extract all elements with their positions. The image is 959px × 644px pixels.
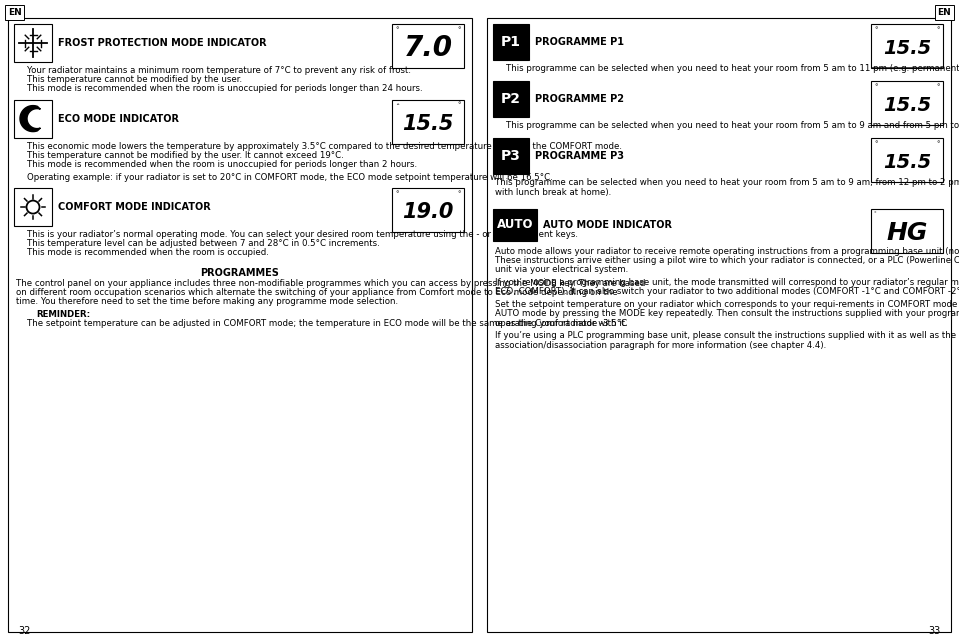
Text: ECO, COMFORT). It can also switch your radiator to two additional modes (COMFORT: ECO, COMFORT). It can also switch your r… (495, 287, 959, 296)
Text: °: ° (457, 191, 461, 197)
Text: unit via your electrical system.: unit via your electrical system. (495, 265, 628, 274)
Text: Your radiator maintains a minimum room temperature of 7°C to prevent any risk of: Your radiator maintains a minimum room t… (16, 66, 411, 75)
Text: 15.5: 15.5 (883, 153, 931, 172)
Text: °: ° (395, 191, 399, 197)
Text: FROST PROTECTION MODE INDICATOR: FROST PROTECTION MODE INDICATOR (58, 38, 267, 48)
Text: This temperature cannot be modified by the user. It cannot exceed 19°C.: This temperature cannot be modified by t… (16, 151, 343, 160)
Text: with lunch break at home).: with lunch break at home). (495, 187, 611, 196)
Text: If you’re using a programming base unit, the mode transmitted will correspond to: If you’re using a programming base unit,… (495, 278, 959, 287)
Text: If you’re using a PLC programming base unit, please consult the instructions sup: If you’re using a PLC programming base u… (495, 332, 959, 341)
Text: Set the setpoint temperature on your radiator which corresponds to your requi-re: Set the setpoint temperature on your rad… (495, 300, 959, 309)
Bar (8, 18, 472, 632)
Text: PROGRAMME P3: PROGRAMME P3 (535, 151, 624, 162)
Text: HG: HG (886, 221, 927, 245)
Text: The setpoint temperature can be adjusted in COMFORT mode; the temperature in ECO: The setpoint temperature can be adjusted… (16, 319, 627, 328)
Text: PROGRAMME P2: PROGRAMME P2 (535, 94, 624, 104)
Text: P1: P1 (501, 35, 521, 49)
Bar (493, 24, 529, 60)
Text: ECO MODE INDICATOR: ECO MODE INDICATOR (58, 113, 179, 124)
Text: °: ° (937, 142, 940, 147)
Text: operating your radiator with it.: operating your radiator with it. (495, 319, 627, 328)
Text: 15.5: 15.5 (883, 96, 931, 115)
Text: This programme can be selected when you need to heat your room from 5 am to 9 am: This programme can be selected when you … (495, 178, 959, 187)
Text: AUTO mode by pressing the MODE key repeatedly. Then consult the instructions sup: AUTO mode by pressing the MODE key repea… (495, 309, 959, 318)
Text: association/disassociation paragraph for more information (see chapter 4.4).: association/disassociation paragraph for… (495, 341, 827, 350)
Text: P2: P2 (501, 92, 521, 106)
Bar (871, 138, 943, 182)
Text: PROGRAMMES: PROGRAMMES (200, 268, 279, 278)
Text: time. You therefore need to set the time before making any programme mode select: time. You therefore need to set the time… (16, 297, 398, 306)
Text: °: ° (937, 84, 940, 90)
Bar (392, 100, 464, 144)
Text: PROGRAMME P1: PROGRAMME P1 (535, 37, 624, 47)
Text: This programme can be selected when you need to heat your room from 5 am to 9 am: This programme can be selected when you … (495, 121, 959, 130)
Text: Auto mode allows your radiator to receive remote operating instructions from a p: Auto mode allows your radiator to receiv… (495, 247, 959, 256)
Text: °: ° (874, 212, 877, 217)
Bar (493, 209, 537, 241)
Text: EN: EN (8, 8, 22, 17)
Text: on different room occupation scenarios which alternate the switching of your app: on different room occupation scenarios w… (16, 288, 618, 297)
Text: The control panel on your appliance includes three non-modifiable programmes whi: The control panel on your appliance incl… (16, 279, 645, 288)
Bar (392, 188, 464, 232)
Bar (871, 24, 943, 68)
Text: 19.0: 19.0 (403, 202, 454, 222)
Text: 7.0: 7.0 (404, 34, 453, 62)
Text: This mode is recommended when the room is unoccupied for periods longer than 24 : This mode is recommended when the room i… (16, 84, 423, 93)
Text: 15.5: 15.5 (403, 113, 454, 133)
Text: This is your radiator’s normal operating mode. You can select your desired room : This is your radiator’s normal operating… (16, 230, 578, 239)
Text: 32: 32 (18, 626, 31, 636)
Text: AUTO: AUTO (497, 218, 533, 231)
Text: This programme can be selected when you need to heat your room from 5 am to 11 p: This programme can be selected when you … (495, 64, 959, 73)
Text: °: ° (874, 84, 877, 90)
Text: This mode is recommended when the room is occupied.: This mode is recommended when the room i… (16, 249, 269, 258)
Text: °: ° (395, 27, 399, 33)
Text: °: ° (937, 27, 940, 33)
Text: COMFORT MODE INDICATOR: COMFORT MODE INDICATOR (58, 202, 211, 212)
Text: °: ° (874, 27, 877, 33)
Text: °: ° (457, 27, 461, 33)
Text: This temperature cannot be modified by the user.: This temperature cannot be modified by t… (16, 75, 242, 84)
Text: REMINDER:: REMINDER: (36, 310, 90, 319)
Text: 33: 33 (928, 626, 941, 636)
Bar (14, 24, 52, 62)
Bar (493, 138, 529, 175)
Text: AUTO MODE INDICATOR: AUTO MODE INDICATOR (543, 220, 672, 230)
Bar (871, 209, 943, 253)
Text: ˆ: ˆ (395, 104, 399, 113)
Text: EN: EN (937, 8, 951, 17)
Bar (14, 100, 52, 138)
Text: These instructions arrive either using a pilot wire to which your radiator is co: These instructions arrive either using a… (495, 256, 959, 265)
Text: °: ° (874, 142, 877, 147)
Bar (493, 81, 529, 117)
Bar (871, 81, 943, 125)
Text: This mode is recommended when the room is unoccupied for periods longer than 2 h: This mode is recommended when the room i… (16, 160, 417, 169)
Polygon shape (20, 106, 40, 131)
Text: This economic mode lowers the temperature by approximately 3.5°C compared to the: This economic mode lowers the temperatur… (16, 142, 622, 151)
Bar (487, 18, 951, 632)
Text: This temperature level can be adjusted between 7 and 28°C in 0.5°C increments.: This temperature level can be adjusted b… (16, 240, 380, 249)
Text: °: ° (457, 102, 461, 109)
Text: 15.5: 15.5 (883, 39, 931, 57)
Text: Operating example: if your radiator is set to 20°C in COMFORT mode, the ECO mode: Operating example: if your radiator is s… (16, 173, 552, 182)
Text: P3: P3 (501, 149, 521, 164)
Bar (14, 188, 52, 226)
Bar (392, 24, 464, 68)
